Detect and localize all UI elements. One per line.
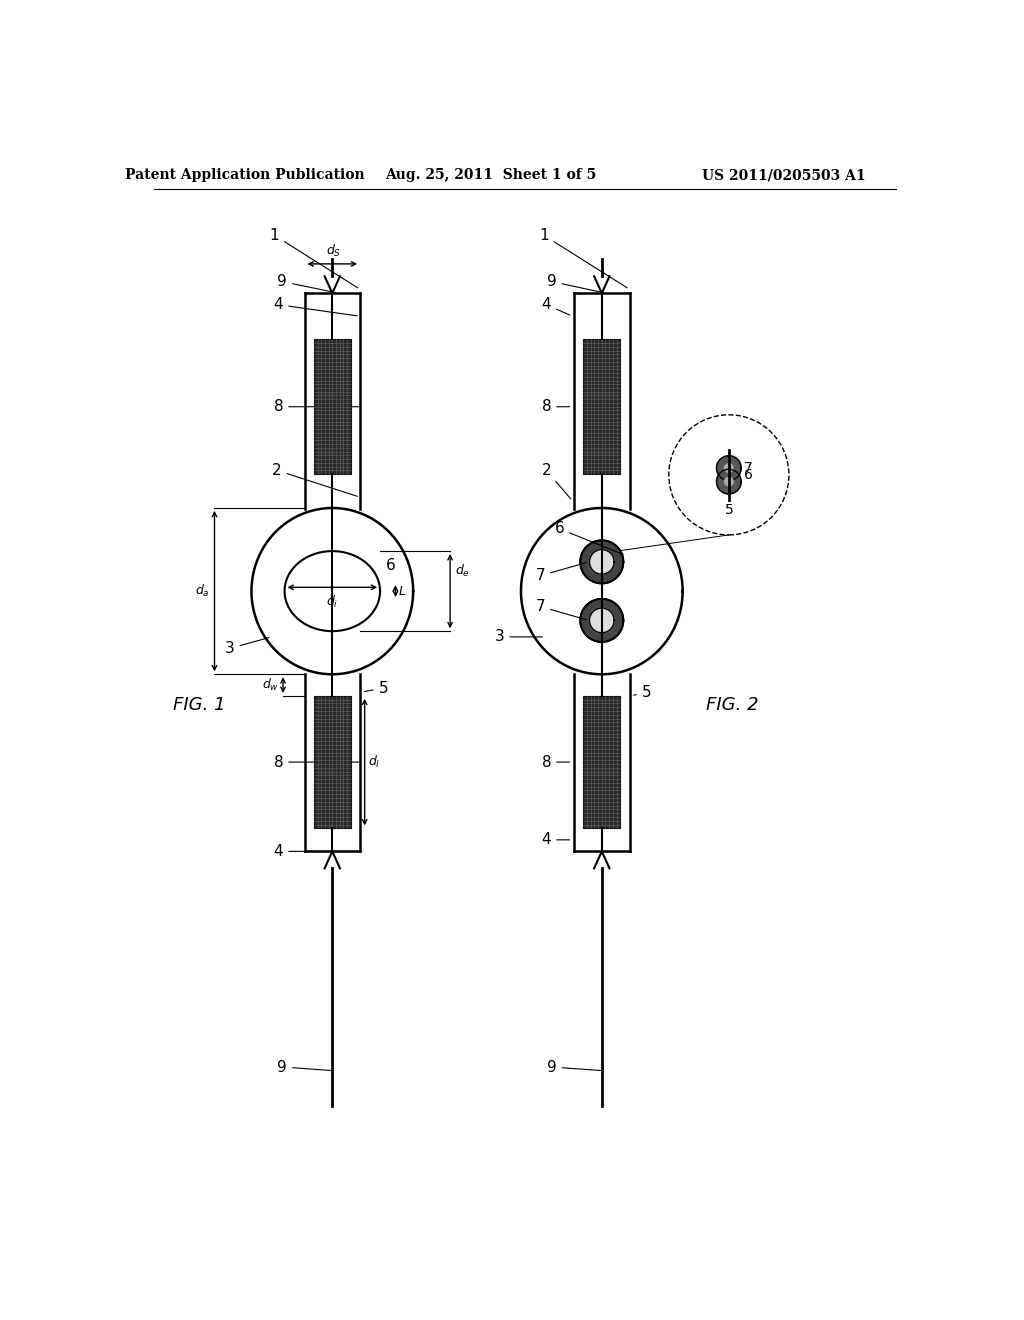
Text: 3: 3 [495,630,543,644]
Text: 7: 7 [536,562,586,583]
Text: $d_S$: $d_S$ [327,243,341,259]
Text: 5: 5 [724,503,733,517]
Bar [313,339,351,474]
Text: FIG. 2: FIG. 2 [706,696,759,714]
Text: 9: 9 [278,1060,334,1074]
Text: 6: 6 [386,557,396,573]
Text: 4: 4 [542,833,569,847]
Text: US 2011/0205503 A1: US 2011/0205503 A1 [701,169,865,182]
Circle shape [725,463,733,473]
Text: 8: 8 [542,755,569,770]
Text: 5: 5 [365,681,388,696]
Text: 9: 9 [278,275,336,293]
Bar [584,696,621,829]
Text: Aug. 25, 2011  Sheet 1 of 5: Aug. 25, 2011 Sheet 1 of 5 [385,169,597,182]
Text: 7: 7 [744,461,753,475]
Circle shape [717,470,741,494]
Text: 4: 4 [542,297,570,315]
Text: 3: 3 [225,638,269,656]
Text: 6: 6 [555,521,623,554]
Text: 2: 2 [542,463,570,499]
Circle shape [590,609,614,632]
Text: 9: 9 [547,1060,603,1074]
Circle shape [581,540,624,583]
Text: 8: 8 [273,755,358,770]
Text: 6: 6 [744,467,753,482]
Text: $d_i$: $d_i$ [326,594,339,610]
Text: L: L [398,585,406,598]
Text: 7: 7 [536,599,586,619]
Text: 2: 2 [272,463,357,496]
Text: 8: 8 [273,399,358,414]
Text: 8: 8 [542,399,569,414]
Text: $d_a$: $d_a$ [196,583,210,599]
Text: 5: 5 [634,685,651,700]
Circle shape [590,549,614,574]
Text: FIG. 1: FIG. 1 [173,696,225,714]
Text: 4: 4 [273,843,357,859]
Text: 4: 4 [273,297,357,315]
Text: $d_e$: $d_e$ [455,564,470,579]
Text: 1: 1 [540,228,627,288]
Text: 9: 9 [547,275,603,293]
Text: $d_l$: $d_l$ [368,754,380,770]
Bar [584,339,621,474]
Text: 1: 1 [269,228,357,288]
Bar [313,696,351,829]
Text: Patent Application Publication: Patent Application Publication [125,169,365,182]
Text: $d_w$: $d_w$ [262,677,280,693]
Circle shape [725,478,733,486]
Circle shape [717,455,741,480]
Circle shape [581,599,624,642]
